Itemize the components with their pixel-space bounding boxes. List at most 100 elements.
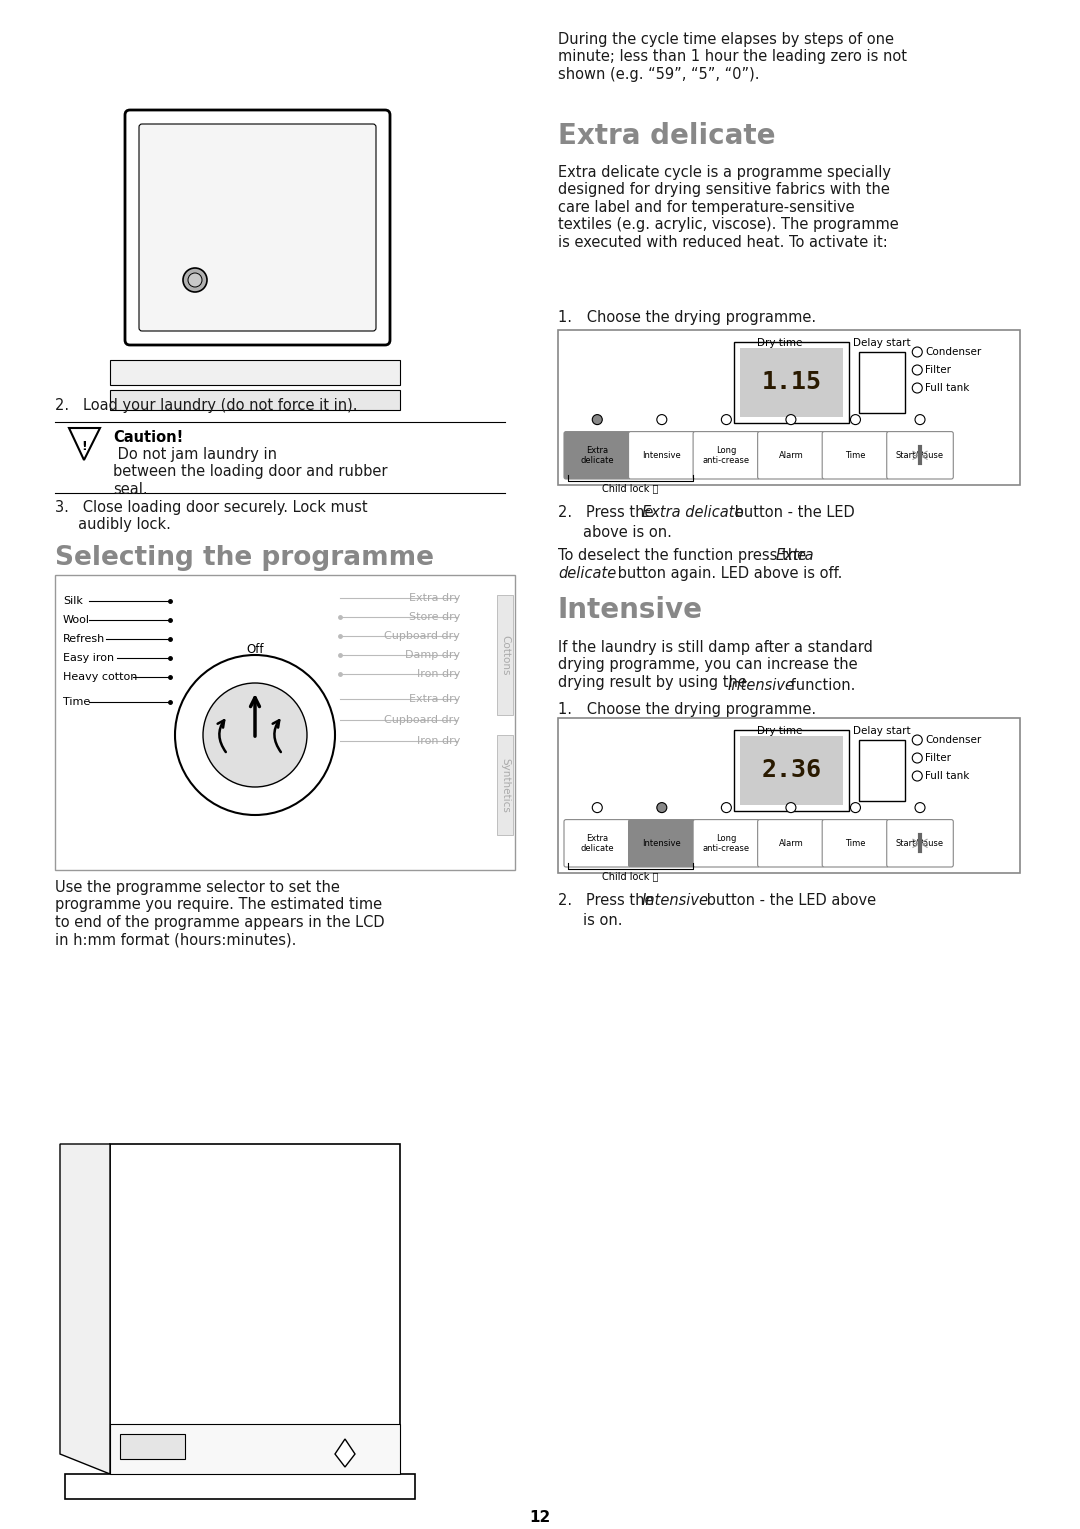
Text: 12: 12 xyxy=(529,1511,551,1524)
Circle shape xyxy=(183,268,207,292)
Text: Filter: Filter xyxy=(926,752,951,763)
Text: Alarm: Alarm xyxy=(779,839,804,847)
Text: Easy iron: Easy iron xyxy=(63,653,114,664)
Circle shape xyxy=(657,803,666,812)
Circle shape xyxy=(915,803,924,812)
Bar xyxy=(497,735,513,835)
Text: Cupboard dry: Cupboard dry xyxy=(384,716,460,725)
Text: Extra dry: Extra dry xyxy=(408,694,460,703)
Bar xyxy=(859,352,905,413)
Bar xyxy=(558,719,1020,873)
Text: 2.   Load your laundry (do not force it in).: 2. Load your laundry (do not force it in… xyxy=(55,398,357,413)
FancyBboxPatch shape xyxy=(693,820,759,867)
FancyBboxPatch shape xyxy=(822,820,889,867)
Text: Delay start: Delay start xyxy=(853,726,910,735)
Text: Iron dry: Iron dry xyxy=(417,735,460,746)
Circle shape xyxy=(188,274,202,287)
Circle shape xyxy=(786,414,796,425)
FancyBboxPatch shape xyxy=(564,431,631,479)
Text: Time: Time xyxy=(846,839,866,847)
Text: Condenser: Condenser xyxy=(926,347,982,356)
Circle shape xyxy=(913,771,922,781)
Text: Condenser: Condenser xyxy=(926,735,982,745)
FancyBboxPatch shape xyxy=(887,820,954,867)
Polygon shape xyxy=(69,428,100,460)
Text: delicate: delicate xyxy=(558,566,617,581)
Bar xyxy=(110,390,400,410)
Text: Intensive: Intensive xyxy=(728,677,795,693)
FancyBboxPatch shape xyxy=(629,431,696,479)
Circle shape xyxy=(913,347,922,356)
Bar xyxy=(55,575,515,870)
Text: Long
anti-crease: Long anti-crease xyxy=(703,833,750,853)
Circle shape xyxy=(203,683,307,787)
FancyBboxPatch shape xyxy=(758,431,824,479)
Circle shape xyxy=(850,414,861,425)
Text: To deselect the function press the: To deselect the function press the xyxy=(558,547,811,563)
Text: Full tank: Full tank xyxy=(926,382,970,393)
Text: Full tank: Full tank xyxy=(926,771,970,781)
Text: Dry time: Dry time xyxy=(757,338,802,349)
FancyBboxPatch shape xyxy=(139,124,376,330)
Circle shape xyxy=(721,414,731,425)
Circle shape xyxy=(913,365,922,375)
Polygon shape xyxy=(110,1423,400,1474)
Text: function.: function. xyxy=(786,677,855,693)
Circle shape xyxy=(913,735,922,745)
Text: Delay start: Delay start xyxy=(853,338,910,349)
Text: Extra dry: Extra dry xyxy=(408,593,460,602)
Circle shape xyxy=(915,414,924,425)
FancyBboxPatch shape xyxy=(758,820,824,867)
Circle shape xyxy=(721,803,731,812)
Text: Off: Off xyxy=(246,644,264,656)
FancyBboxPatch shape xyxy=(564,820,631,867)
Text: button - the LED: button - the LED xyxy=(730,505,854,520)
Text: Long
anti-crease: Long anti-crease xyxy=(703,445,750,465)
Polygon shape xyxy=(110,1144,400,1474)
Text: Child lock ⓘ: Child lock ⓘ xyxy=(603,483,659,492)
Text: Extra: Extra xyxy=(777,547,814,563)
Text: Cupboard dry: Cupboard dry xyxy=(384,631,460,641)
Text: During the cycle time elapses by steps of one
minute; less than 1 hour the leadi: During the cycle time elapses by steps o… xyxy=(558,32,907,81)
Bar xyxy=(859,740,905,801)
Text: Refresh: Refresh xyxy=(63,635,105,644)
Text: Extra
delicate: Extra delicate xyxy=(580,833,615,853)
Text: above is on.: above is on. xyxy=(583,524,672,540)
Text: Time: Time xyxy=(846,451,866,460)
Text: Intensive: Intensive xyxy=(643,451,681,460)
Text: 1.  Choose the drying programme.: 1. Choose the drying programme. xyxy=(558,310,816,326)
FancyBboxPatch shape xyxy=(693,431,759,479)
Circle shape xyxy=(913,752,922,763)
FancyBboxPatch shape xyxy=(125,110,390,346)
Text: 3.   Close loading door securely. Lock must
     audibly lock.: 3. Close loading door securely. Lock mus… xyxy=(55,500,367,532)
Text: 1.  Choose the drying programme.: 1. Choose the drying programme. xyxy=(558,702,816,717)
Text: Do not jam laundry in
between the loading door and rubber
seal.: Do not jam laundry in between the loadin… xyxy=(113,446,388,497)
Text: Wool: Wool xyxy=(63,615,90,625)
Text: Cottons: Cottons xyxy=(500,635,510,676)
Text: Extra delicate: Extra delicate xyxy=(642,505,743,520)
Bar xyxy=(740,735,843,804)
Text: 2.   Press the: 2. Press the xyxy=(558,893,658,908)
Text: button again. LED above is off.: button again. LED above is off. xyxy=(613,566,842,581)
Text: !: ! xyxy=(81,439,86,453)
Text: Intensive: Intensive xyxy=(558,596,703,624)
Text: Caution!: Caution! xyxy=(113,430,184,445)
Text: 1.15: 1.15 xyxy=(761,370,821,394)
Text: Child lock ⓘ: Child lock ⓘ xyxy=(603,872,659,881)
Text: Start/Pause: Start/Pause xyxy=(896,839,944,847)
Text: 2.36: 2.36 xyxy=(761,758,821,783)
Text: Heavy cotton: Heavy cotton xyxy=(63,673,137,682)
Text: 2.   Press the: 2. Press the xyxy=(558,505,658,520)
Circle shape xyxy=(850,803,861,812)
FancyBboxPatch shape xyxy=(822,431,889,479)
Polygon shape xyxy=(335,1439,355,1466)
Circle shape xyxy=(913,382,922,393)
Polygon shape xyxy=(60,1144,110,1474)
Text: If the laundry is still damp after a standard
drying programme, you can increase: If the laundry is still damp after a sta… xyxy=(558,641,873,690)
Bar xyxy=(120,1434,185,1459)
Text: Use the programme selector to set the
programme you require. The estimated time
: Use the programme selector to set the pr… xyxy=(55,881,384,946)
Text: Silk: Silk xyxy=(63,596,83,605)
Text: Selecting the programme: Selecting the programme xyxy=(55,544,434,570)
FancyBboxPatch shape xyxy=(629,820,696,867)
Text: Iron dry: Iron dry xyxy=(417,670,460,679)
